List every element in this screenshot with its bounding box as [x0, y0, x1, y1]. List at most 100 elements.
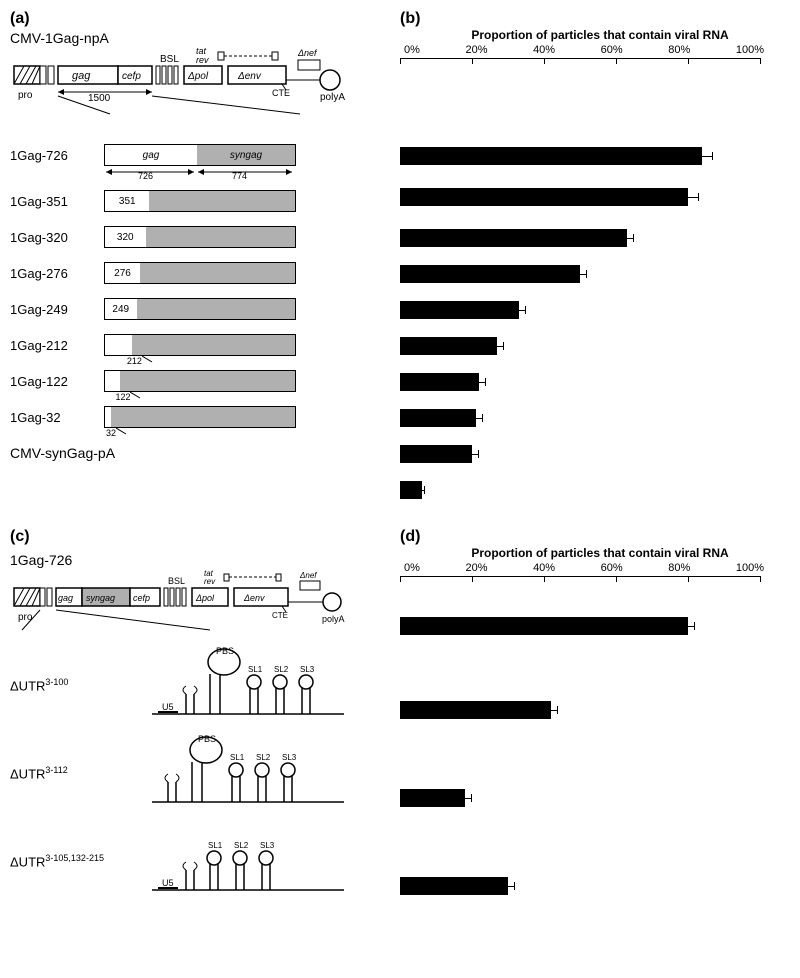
utr-row: ΔUTR3-100U5PBSSL1SL2SL3: [10, 641, 390, 729]
svg-text:SL1: SL1: [208, 841, 223, 850]
svg-text:SL2: SL2: [234, 841, 249, 850]
stemloop-diagram: U5 SL1 SL2 SL3: [148, 820, 348, 900]
axis-tick-label: 60%: [601, 562, 623, 574]
construct-label: 1Gag-212: [10, 338, 96, 353]
error-bar: [472, 382, 486, 383]
utr-label: ΔUTR3-100: [10, 677, 140, 693]
gag-box: [104, 406, 296, 428]
construct-label: 1Gag-249: [10, 302, 96, 317]
panel-c: (c) 1Gag-726 pro gag syngag cefp BSL Δpo…: [10, 528, 390, 930]
bar-row: [400, 174, 760, 220]
svg-text:SL2: SL2: [274, 665, 289, 674]
svg-text:rev: rev: [204, 577, 216, 586]
panel-a: (a) CMV-1Gag-npA pro gag cefp BSL Δpol: [10, 10, 390, 508]
error-bar: [465, 454, 479, 455]
error-bar: [544, 710, 558, 711]
svg-text:cefp: cefp: [133, 593, 150, 603]
panel-b-bars: [400, 138, 760, 508]
utr-diagram-wrap: U5PBSSL1SL2SL3: [148, 644, 348, 727]
svg-text:Δenv: Δenv: [243, 593, 265, 603]
label-denv: Δenv: [237, 71, 262, 82]
bar: [400, 147, 702, 165]
construct-row: 1Gag-212212: [10, 327, 390, 363]
axis-tick-label: 20%: [465, 44, 487, 56]
svg-text:SL3: SL3: [260, 841, 275, 850]
bar-row: [400, 256, 760, 292]
panel-c-schematic: pro gag syngag cefp BSL Δpol tat rev Δen…: [10, 568, 380, 638]
bottom-construct-label: CMV-synGag-pA: [10, 445, 115, 461]
panel-b-axis-labels: 0%20%40%60%80%100%: [400, 44, 768, 58]
svg-text:gag: gag: [58, 593, 73, 603]
gag-white: [105, 335, 132, 355]
gag-white: [105, 371, 120, 391]
svg-text:SL3: SL3: [282, 753, 297, 762]
bar-row: [400, 364, 760, 400]
error-bar: [620, 238, 634, 239]
utr-diagram-wrap: PBSSL1SL2SL3: [148, 732, 348, 815]
axis-tick-label: 0%: [404, 562, 420, 574]
bar: [400, 877, 508, 895]
panel-a-top-construct: CMV-1Gag-npA: [10, 30, 390, 46]
construct-label: 1Gag-276: [10, 266, 96, 281]
error-bar: [512, 310, 526, 311]
gag-grey: [140, 263, 295, 283]
bar-row: [400, 436, 760, 472]
gag-grey: [149, 191, 295, 211]
gag-white: 276: [105, 263, 140, 283]
svg-text:Δnef: Δnef: [299, 571, 317, 580]
panel-d-label: (d): [400, 528, 800, 546]
bar: [400, 265, 580, 283]
utr-row: ΔUTR3-105,132-215U5SL1SL2SL3: [10, 817, 390, 905]
construct-row: 1Gag-249249: [10, 291, 390, 327]
error-bar: [458, 798, 472, 799]
gag-white: gag: [105, 145, 197, 165]
svg-text:U5: U5: [162, 702, 174, 712]
bar-row: [400, 666, 760, 754]
gag-box: [104, 334, 296, 356]
label-pro: pro: [18, 90, 33, 101]
gag-grey: [146, 227, 295, 247]
panel-d-bar-top: [400, 586, 760, 666]
axis-tick-label: 80%: [668, 44, 690, 56]
panel-a-construct-list: 1Gag-3513511Gag-320320 1Gag-276 276 1Gag-24…: [10, 183, 390, 435]
construct-row: 1Gag-726 gag syngag 726 774: [10, 137, 390, 173]
error-bar: [418, 490, 425, 491]
svg-text:polyA: polyA: [322, 614, 345, 624]
bar-row: [400, 400, 760, 436]
bottom-construct-row: CMV-synGag-pA: [10, 435, 390, 471]
stemloop-diagram: U5PBSSL1SL2SL3: [148, 644, 348, 724]
panel-b-title: Proportion of particles that contain vir…: [400, 28, 800, 42]
utr-row: ΔUTR3-112 PBSSL1SL2SL3: [10, 729, 390, 817]
svg-text:774: 774: [232, 171, 247, 180]
construct-row: 1Gag-351351: [10, 183, 390, 219]
svg-text:SL3: SL3: [300, 665, 315, 674]
bar: [400, 337, 497, 355]
error-bar: [677, 197, 699, 198]
bar: [400, 229, 627, 247]
panel-a-schematic: pro gag cefp BSL Δpol tat rev: [10, 46, 380, 134]
svg-text:BSL: BSL: [168, 576, 185, 586]
label-bsl: BSL: [160, 54, 179, 65]
bar-row: [400, 472, 760, 508]
gag-white: 320: [105, 227, 146, 247]
gag-box: [104, 370, 296, 392]
label-gag: gag: [72, 70, 91, 82]
bar: [400, 301, 519, 319]
axis-tick-label: 100%: [736, 44, 764, 56]
panel-c-label: (c): [10, 528, 390, 546]
construct-row: 1Gag-3232: [10, 399, 390, 435]
svg-text:U5: U5: [162, 878, 174, 888]
panel-c-utr-list: ΔUTR3-100 U5 PBSSL1SL2SL3ΔUTR3-112 PBSSL1SL…: [10, 641, 390, 905]
svg-text:syngag: syngag: [86, 593, 115, 603]
utr-label: ΔUTR3-112: [10, 765, 140, 781]
bar-row: [400, 220, 760, 256]
label-cefp: cefp: [122, 71, 141, 82]
construct-row: 1Gag-320320: [10, 219, 390, 255]
construct-label: 1Gag-122: [10, 374, 96, 389]
gag-box: 276: [104, 262, 296, 284]
bar: [400, 481, 422, 499]
construct-row: 1Gag-122122: [10, 363, 390, 399]
axis-tick-label: 100%: [736, 562, 764, 574]
panel-b-label: (b): [400, 10, 800, 28]
gag-grey: syngag: [197, 145, 295, 165]
